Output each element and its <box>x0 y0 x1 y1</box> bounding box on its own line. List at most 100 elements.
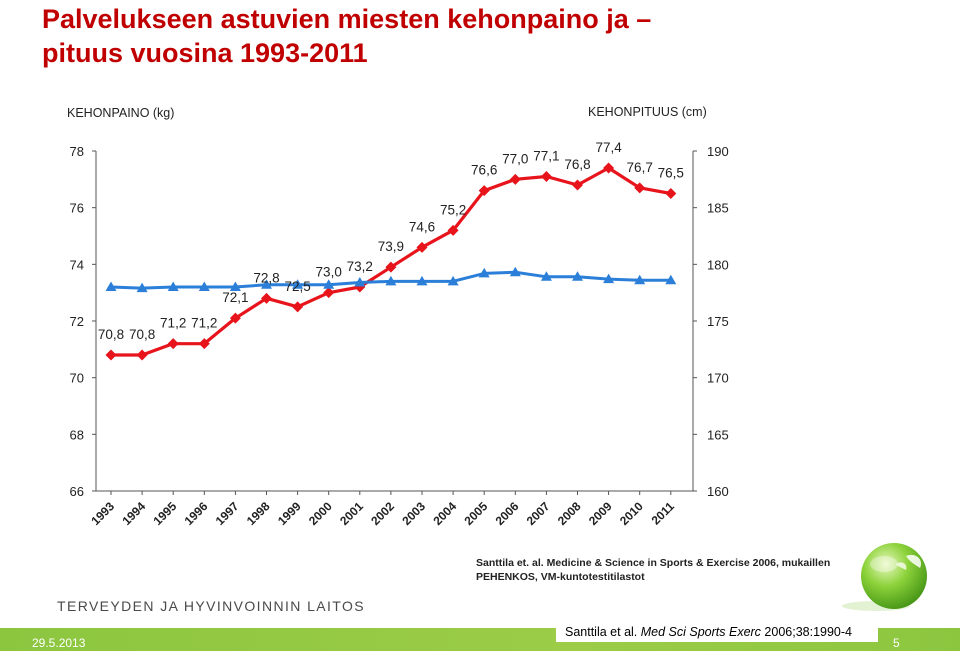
weight-data-label: 76,6 <box>471 163 497 178</box>
y-tick-label-left: 78 <box>70 144 84 159</box>
weight-point <box>603 162 615 174</box>
weight-data-label: 75,2 <box>440 202 466 217</box>
y-tick-label-right: 185 <box>707 201 729 216</box>
height-point <box>354 276 366 287</box>
height-point <box>292 279 304 289</box>
y-axis-title-left: KEHONPAINO (kg) <box>67 106 174 120</box>
height-point <box>136 282 148 293</box>
weight-point <box>167 338 179 350</box>
slide-title: Palvelukseen astuvien miesten kehonpaino… <box>42 2 802 70</box>
weight-data-label: 71,2 <box>191 316 217 331</box>
height-point <box>105 281 117 291</box>
height-point <box>665 274 677 285</box>
weight-point <box>478 185 490 197</box>
x-tick-label: 2003 <box>399 499 428 528</box>
slide-date: 29.5.2013 <box>32 636 86 650</box>
height-point <box>167 281 179 291</box>
x-tick-label: 2011 <box>649 499 678 528</box>
y-tick-label-right: 175 <box>707 314 729 329</box>
weight-data-label: 70,8 <box>98 327 124 342</box>
weight-point <box>385 261 397 273</box>
x-tick-label: 1996 <box>182 499 211 528</box>
y-tick-label-left: 72 <box>70 314 84 329</box>
weight-data-label: 73,9 <box>378 239 404 254</box>
weight-point <box>105 349 117 361</box>
height-point <box>540 271 552 281</box>
x-tick-label: 2005 <box>462 499 491 528</box>
weight-data-label: 74,6 <box>409 219 435 234</box>
slide-title-line-1: Palvelukseen astuvien miesten kehonpaino… <box>42 4 652 34</box>
source-note-line-2: PEHENKOS, VM-kuntotestitilastot <box>476 571 645 583</box>
x-tick-label: 2010 <box>617 499 646 528</box>
x-tick-label: 1995 <box>151 499 180 528</box>
weight-point <box>634 182 646 194</box>
citation-volume: 2006;38:1990-4 <box>760 625 852 639</box>
source-note-line-1: Santtila et. al. Medicine & Science in S… <box>476 557 831 569</box>
citation-authors: Santtila et al. <box>565 625 641 639</box>
height-point <box>198 281 210 291</box>
height-point <box>509 266 521 277</box>
weight-point <box>229 312 241 324</box>
weight-point <box>416 241 428 253</box>
x-tick-label: 1999 <box>275 499 304 528</box>
height-point <box>478 267 490 278</box>
weight-height-chart: KEHONPAINO (kg) KEHONPITUUS (cm) 66 68 70 72 7… <box>67 105 729 528</box>
weight-point <box>665 188 677 199</box>
height-point <box>447 275 459 286</box>
weight-data-label: 76,5 <box>658 166 684 181</box>
height-point <box>261 279 272 289</box>
x-tick-label: 2002 <box>368 499 397 528</box>
height-point <box>385 275 397 286</box>
y-tick-label-right: 170 <box>707 371 729 386</box>
y-tick-label-right: 190 <box>707 144 729 159</box>
weight-data-label: 72,1 <box>222 290 248 305</box>
weight-point <box>572 179 583 191</box>
x-tick-label: 2009 <box>586 499 615 528</box>
green-orb-logo-icon <box>842 543 927 611</box>
weight-data-label: 72,5 <box>284 279 310 294</box>
y-axis-title-right: KEHONPITUUS (cm) <box>588 105 707 119</box>
x-tick-label: 1994 <box>119 499 148 528</box>
x-tick-label: 2001 <box>337 499 366 528</box>
height-point <box>229 281 241 291</box>
organization-name: TERVEYDEN JA HYVINVOINNIN LAITOS <box>57 598 366 614</box>
x-tick-label: 2007 <box>524 499 553 528</box>
weight-point <box>198 338 210 350</box>
weight-point <box>136 349 148 361</box>
height-point <box>603 273 615 284</box>
weight-data-label: 72,8 <box>253 270 279 285</box>
height-point <box>572 271 583 281</box>
weight-data-label: 77,4 <box>595 140 622 155</box>
weight-data-label: 76,8 <box>564 157 590 172</box>
weight-data-label: 77,0 <box>502 151 528 166</box>
y-tick-label-left: 74 <box>70 257 84 272</box>
weight-data-label: 70,8 <box>129 327 155 342</box>
y-tick-label-right: 180 <box>707 257 729 272</box>
citation-box: Santtila et al. Med Sci Sports Exerc 200… <box>556 622 878 642</box>
x-tick-label: 2008 <box>555 499 584 528</box>
height-point <box>323 279 335 289</box>
y-tick-label-right: 160 <box>707 484 729 499</box>
y-tick-label-left: 70 <box>70 371 84 386</box>
weight-data-label: 73,2 <box>347 259 373 274</box>
x-tick-label: 2004 <box>430 499 459 528</box>
y-tick-label-left: 76 <box>70 201 84 216</box>
weight-data-label: 76,7 <box>627 160 653 175</box>
citation-journal: Med Sci Sports Exerc <box>640 625 761 639</box>
y-tick-label-left: 66 <box>70 484 84 499</box>
weight-point <box>447 224 459 236</box>
y-tick-label-left: 68 <box>70 427 84 442</box>
height-point <box>416 275 428 286</box>
chart-source-note: Santtila et. al. Medicine & Science in S… <box>476 556 876 584</box>
y-tick-label-right: 165 <box>707 427 729 442</box>
weight-point <box>323 287 335 299</box>
x-tick-label: 1998 <box>244 499 273 528</box>
weight-data-label: 73,0 <box>316 265 342 280</box>
x-tick-label: 1993 <box>88 499 117 528</box>
weight-point <box>261 292 272 304</box>
slide-title-line-2: pituus vuosina 1993-2011 <box>42 38 368 68</box>
x-tick-label: 2006 <box>493 499 522 528</box>
weight-data-label: 77,1 <box>533 149 559 164</box>
weight-point <box>540 171 552 182</box>
weight-point <box>292 301 304 313</box>
